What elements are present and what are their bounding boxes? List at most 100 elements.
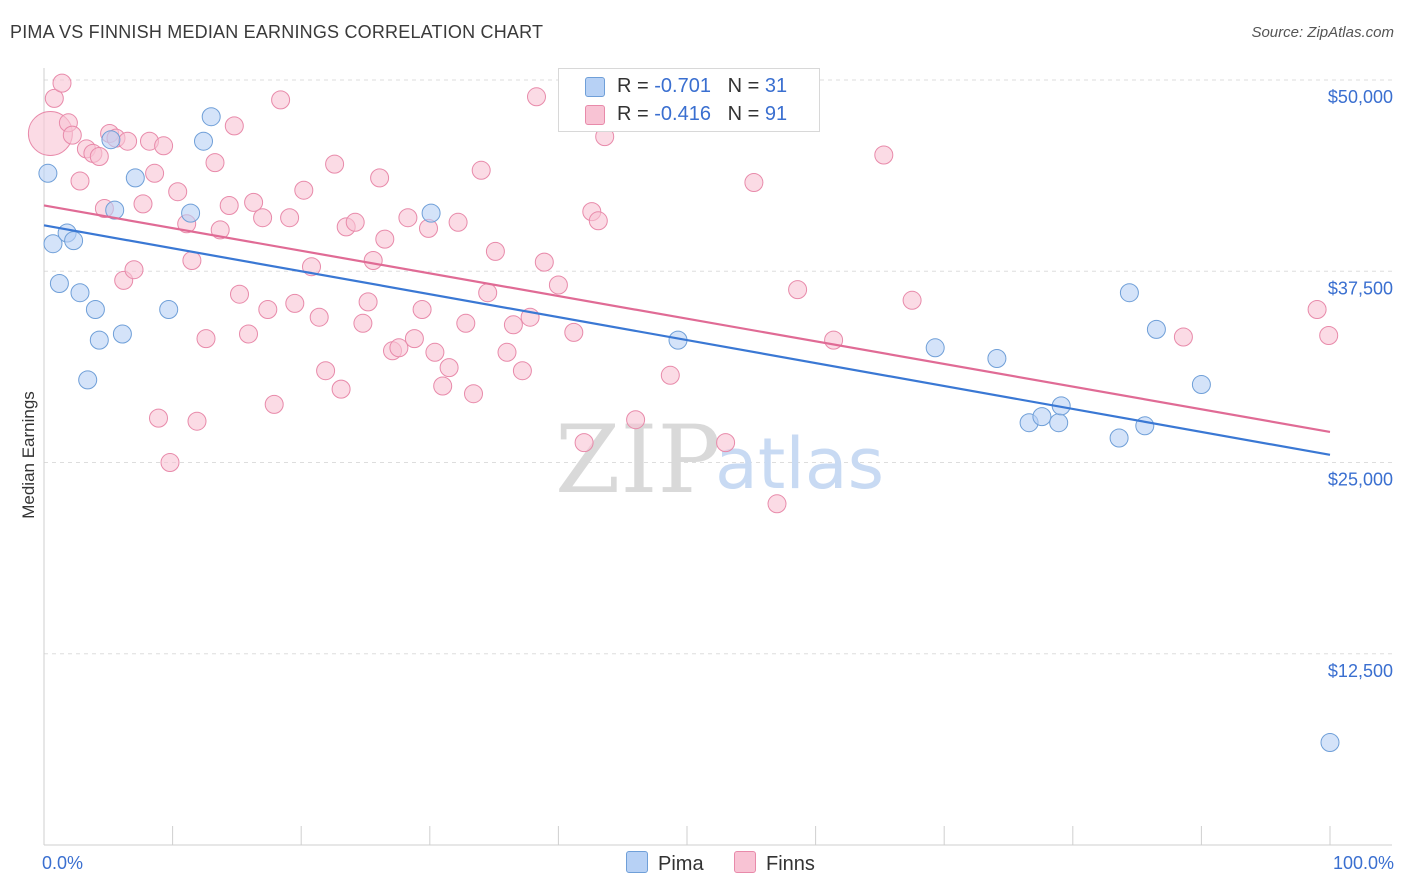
n-label: N = (727, 103, 765, 125)
trend-lines (43, 204, 1331, 456)
pima-point (1109, 428, 1129, 448)
axes (43, 68, 1392, 846)
finns-point (62, 125, 82, 145)
watermark-atlas: atlas (715, 423, 884, 505)
pima-point (1146, 319, 1166, 339)
source-credit: Source: ZipAtlas.com (1251, 24, 1394, 41)
finns-point (716, 433, 736, 453)
finns-point (224, 116, 244, 136)
pima-point (101, 130, 121, 150)
finns-point (497, 342, 517, 362)
finns-point (564, 322, 584, 342)
pima-trend-line (43, 224, 1331, 456)
finns-point (316, 361, 336, 381)
pima-point (70, 283, 90, 303)
finns-point (118, 131, 138, 151)
n-value-finns: 91 (764, 103, 788, 125)
finns-point (331, 379, 351, 399)
finns-point (187, 411, 207, 431)
pima-point (421, 203, 441, 223)
watermark: ZIP atlas (555, 406, 884, 515)
finns-point (439, 358, 459, 378)
finns-point (788, 280, 808, 300)
pima-point (181, 203, 201, 223)
pima-point (85, 300, 105, 319)
n-label: N = (727, 75, 765, 97)
pima-point (159, 300, 179, 319)
finns-trend-line (43, 204, 1331, 433)
finns-point (370, 168, 390, 188)
finns-point (253, 208, 273, 228)
finns-point (280, 208, 300, 228)
y-tick-label: $25,000 (1328, 470, 1393, 490)
pima-point (1320, 733, 1340, 752)
finns-point (271, 90, 291, 110)
bottom-legend-finns: Finns (734, 851, 815, 876)
y-tick-label: $37,500 (1328, 278, 1393, 298)
finns-point (168, 182, 188, 202)
x-tick-label-end: 100.0% (1333, 853, 1394, 873)
finns-point (219, 196, 239, 215)
stats-legend: R = -0.701 N = 31 R = -0.416 N = 91 (558, 68, 820, 132)
pima-point (201, 107, 221, 127)
finns-point (70, 171, 90, 191)
n-value-pima: 31 (764, 75, 788, 97)
pima-point (78, 370, 98, 390)
pima-legend-label: Pima (658, 853, 704, 875)
finns-point (874, 145, 894, 165)
finns-point (160, 453, 180, 472)
finns-point (89, 147, 109, 166)
finns-point (258, 300, 278, 319)
finns-point (503, 315, 523, 335)
y-tick-label: $50,000 (1328, 87, 1393, 107)
finns-point (433, 376, 453, 396)
finns-point (285, 293, 305, 313)
finns-point (1307, 300, 1327, 319)
y-tick-label: $12,500 (1328, 661, 1393, 681)
finns-point (534, 252, 554, 272)
finns-point (574, 433, 594, 453)
pima-point (112, 324, 132, 344)
finns-point (345, 212, 365, 232)
finns-point (358, 292, 378, 312)
finns-point (389, 338, 409, 358)
finns-point (325, 154, 345, 174)
pima-point (987, 349, 1007, 368)
finns-point (588, 211, 608, 231)
pima-point (194, 131, 213, 151)
legend-text-finns: R = -0.416 N = 91 (617, 103, 787, 126)
finns-point (154, 136, 174, 156)
finns-swatch (585, 105, 605, 125)
finns-point (412, 300, 432, 319)
finns-point (1319, 326, 1339, 345)
r-label: R = (617, 103, 655, 125)
r-value-finns: -0.416 (654, 103, 711, 125)
bottom-legend-pima: Pima (626, 851, 704, 876)
chart-title: PIMA VS FINNISH MEDIAN EARNINGS CORRELAT… (10, 22, 544, 42)
pima-point (38, 163, 58, 183)
y-axis-label: Median Earnings (19, 391, 38, 519)
pima-point (1191, 375, 1211, 394)
pima-point (1049, 413, 1069, 433)
finns-point (485, 241, 505, 261)
finns-point (239, 324, 258, 344)
finns-point (52, 73, 72, 93)
finns-point (309, 307, 329, 327)
finns-point (744, 173, 764, 192)
finns-point (264, 394, 284, 414)
pima-point (105, 200, 125, 220)
finns-point (626, 410, 646, 430)
finns-point (124, 260, 144, 280)
finns-point (512, 361, 532, 381)
pima-point (89, 330, 109, 350)
pima-point (125, 168, 145, 188)
finns-point (425, 342, 445, 362)
finns-point (294, 180, 314, 200)
finns-point (456, 313, 476, 333)
r-value-pima: -0.701 (654, 75, 711, 97)
finns-point (1173, 327, 1193, 347)
finns-point (464, 384, 483, 404)
y-tick-labels: $12,500 $25,000 $37,500 $50,000 (1328, 87, 1393, 681)
finns-point (375, 229, 395, 249)
